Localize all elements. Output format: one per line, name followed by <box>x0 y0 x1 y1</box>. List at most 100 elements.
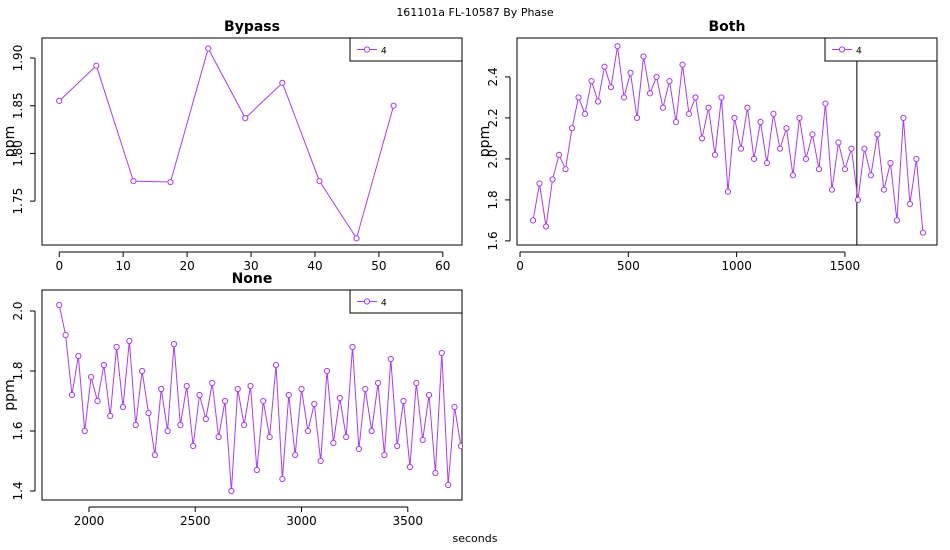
data-point <box>770 110 777 117</box>
data-point <box>718 94 725 101</box>
data-point <box>867 172 875 179</box>
data-point <box>900 114 907 122</box>
data-point <box>750 155 758 163</box>
data-point <box>601 63 608 70</box>
plot-box <box>41 289 463 501</box>
data-point <box>893 217 901 224</box>
data-point <box>789 172 797 179</box>
data-point <box>555 151 563 158</box>
data-point <box>568 125 576 132</box>
data-point <box>854 196 862 204</box>
data-point <box>848 145 855 152</box>
series-line <box>58 47 395 240</box>
data-point <box>672 118 680 126</box>
x-tick-label: 2500 <box>180 514 211 528</box>
data-point <box>311 400 318 408</box>
y-axis-label: ppm <box>2 126 18 157</box>
data-point <box>362 385 369 393</box>
data-point <box>234 385 241 393</box>
data-point <box>130 177 137 185</box>
data-point <box>215 433 222 441</box>
data-point <box>640 53 647 60</box>
data-point <box>87 373 95 381</box>
data-point <box>298 385 305 393</box>
data-point <box>368 427 375 435</box>
y-tick-label: 1.6 <box>11 421 25 440</box>
x-tick-label: 0 <box>516 259 524 273</box>
data-point <box>260 397 267 405</box>
data-point <box>822 100 829 107</box>
data-point <box>562 166 569 173</box>
y-axis-label: ppm <box>477 126 493 157</box>
data-point <box>205 45 212 52</box>
y-tick-label: 1.8 <box>486 190 500 209</box>
data-point <box>94 397 101 405</box>
data-point <box>242 115 249 122</box>
data-point <box>113 343 120 351</box>
data-point <box>202 415 209 423</box>
x-tick-label: 3500 <box>393 514 424 528</box>
data-point <box>387 355 394 363</box>
data-point <box>151 451 158 459</box>
data-point <box>145 409 152 417</box>
legend-marker <box>363 46 371 53</box>
legend-label: 4 <box>381 47 387 57</box>
y-tick-label: 2.2 <box>486 108 500 127</box>
x-axis-label: seconds <box>453 532 498 545</box>
data-point <box>349 343 356 351</box>
data-point <box>390 102 397 109</box>
data-point <box>783 125 790 132</box>
x-tick-label: 60 <box>435 259 450 273</box>
data-point <box>400 397 407 405</box>
data-point <box>633 114 641 122</box>
data-point <box>445 481 452 489</box>
y-tick-label: 1.80 <box>11 140 25 167</box>
plot-box <box>516 37 938 246</box>
series-line <box>532 46 924 233</box>
data-point <box>253 466 260 474</box>
y-tick-label: 2.0 <box>486 149 500 168</box>
data-point <box>406 463 414 471</box>
data-point <box>861 145 868 152</box>
data-point <box>627 69 634 76</box>
y-tick-label: 2.4 <box>486 67 500 86</box>
data-point <box>228 487 235 495</box>
data-point <box>119 403 127 411</box>
series-line <box>58 304 462 492</box>
data-point <box>158 385 165 393</box>
data-point <box>285 391 292 399</box>
legend-label: 4 <box>381 299 387 309</box>
data-point <box>802 155 810 163</box>
data-point <box>241 421 248 429</box>
data-point <box>757 118 764 126</box>
data-point <box>438 349 445 357</box>
data-point <box>316 177 323 185</box>
data-point <box>874 131 881 138</box>
data-point <box>575 94 582 101</box>
data-point <box>828 186 836 193</box>
data-point <box>374 379 382 387</box>
data-point <box>394 442 401 450</box>
data-point <box>126 337 133 345</box>
data-point <box>711 151 719 158</box>
x-tick-label: 40 <box>307 259 322 273</box>
data-point <box>68 391 76 399</box>
y-tick-label: 1.8 <box>11 361 25 380</box>
data-point <box>279 475 286 483</box>
data-point <box>107 412 114 420</box>
data-point <box>906 200 914 208</box>
data-point <box>190 442 197 450</box>
data-point <box>167 178 174 186</box>
y-tick-label: 1.85 <box>11 92 25 119</box>
data-point <box>815 166 823 173</box>
data-point <box>542 223 550 230</box>
data-point <box>336 394 343 402</box>
plot-area <box>56 301 462 495</box>
x-tick-label: 500 <box>617 259 640 273</box>
data-point <box>56 97 63 105</box>
data-point <box>653 73 660 81</box>
data-point <box>581 110 589 117</box>
y-tick-label: 1.6 <box>486 231 500 250</box>
